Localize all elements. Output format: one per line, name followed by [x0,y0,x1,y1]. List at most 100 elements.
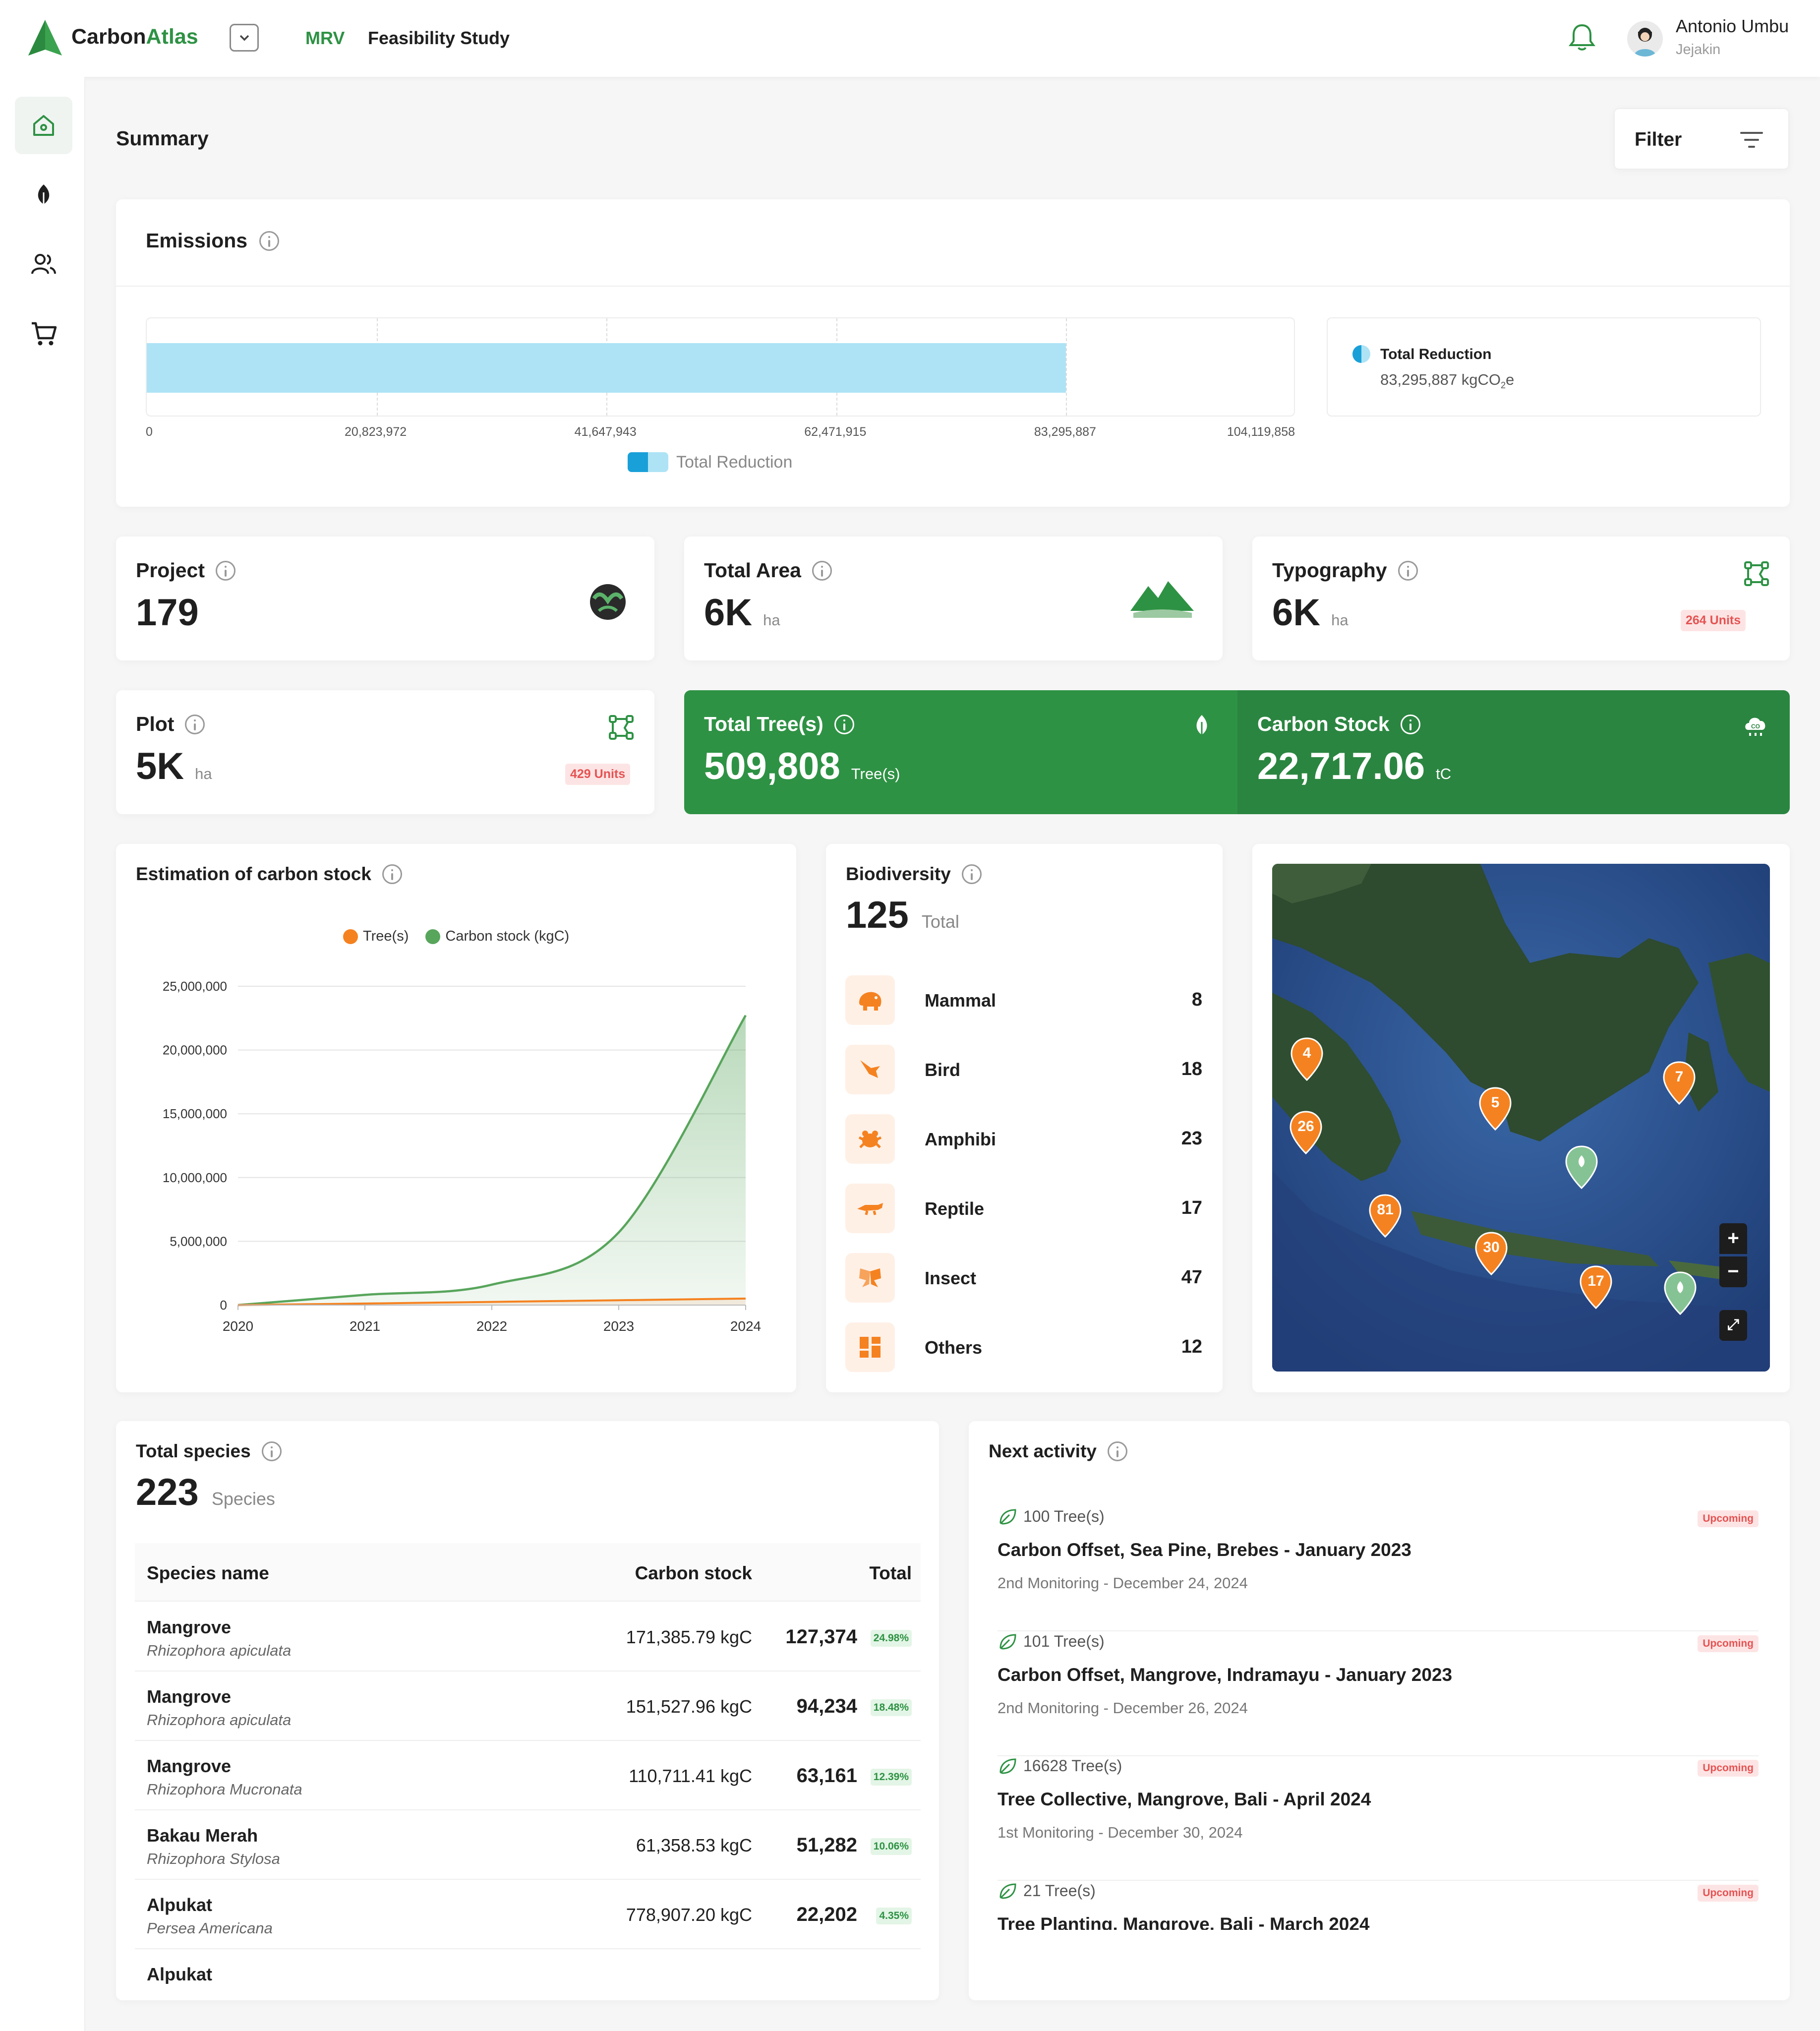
table-row[interactable]: Alpukat [135,1949,921,1984]
info-icon[interactable] [261,1441,282,1461]
table-row[interactable]: Mangrove Rhizophora apiculata 171,385.79… [135,1602,921,1672]
sidebar-item-users[interactable] [15,236,72,293]
info-icon[interactable] [185,714,205,734]
info-icon[interactable] [382,864,402,884]
sidebar-item-trees[interactable] [15,166,72,224]
biodiversity-item-others[interactable]: Others 12 [845,1322,1202,1372]
map-pin-tree[interactable] [1662,1270,1699,1316]
species-percent-badge: 18.48% [870,1699,912,1716]
bell-icon[interactable] [1568,22,1596,52]
activity-item[interactable]: 21 Tree(s) Upcoming Tree Planting, Mangr… [998,1882,1759,1930]
biodiversity-item-bird[interactable]: Bird 18 [845,1045,1202,1094]
map-pin-tree[interactable] [1563,1144,1600,1190]
activity-subtitle: 1st Monitoring - December 30, 2024 [998,1824,1243,1841]
legend-swatch [628,452,668,472]
users-icon [31,254,56,274]
biodiversity-item-mammal[interactable]: Mammal 8 [845,975,1202,1025]
fullscreen-button[interactable]: ⤢ [1719,1310,1747,1341]
activity-trees-text: 100 Tree(s) [1023,1507,1105,1525]
carbon-cloud-icon: CO [1745,717,1765,736]
carbon-stock-label: Carbon Stock [1257,713,1390,735]
project-card[interactable]: Project 179 [116,537,654,660]
emissions-header: Emissions [146,229,280,252]
typography-card[interactable]: Typography 6K ha 264 Units [1252,537,1790,660]
user-name[interactable]: Antonio Umbu [1676,16,1789,36]
carbon-stock-card[interactable]: Carbon Stock 22,717.06 tC CO [1237,690,1790,814]
map-pin[interactable]: 30 [1473,1231,1510,1276]
table-row[interactable]: Mangrove Rhizophora Mucronata 110,711.41… [135,1741,921,1810]
filter-button[interactable]: Filter [1614,108,1789,170]
pin-count: 17 [1587,1273,1604,1289]
col-carbon-stock[interactable]: Carbon stock [635,1563,752,1583]
units-badge: 264 Units [1681,610,1746,631]
info-icon[interactable] [259,231,280,251]
activity-name: Tree Collective, Mangrove, Bali - April … [998,1789,1371,1809]
satellite-map[interactable]: 4 26 5 7 81 30 17 + − ⤢ [1272,864,1770,1372]
status-badge: Upcoming [1698,1510,1759,1527]
carbon-stock-value: 22,717.06 [1257,745,1425,787]
col-species-name[interactable]: Species name [147,1563,269,1583]
trees-line [237,1297,746,1306]
map-pin[interactable]: 4 [1289,1036,1325,1082]
plot-card[interactable]: Plot 5K ha 429 Units [116,690,654,814]
activity-item[interactable]: 100 Tree(s) Upcoming Carbon Offset, Sea … [998,1507,1759,1631]
info-icon[interactable] [812,560,832,581]
biodiversity-item-amphibi[interactable]: Amphibi 23 [845,1114,1202,1164]
brand-name[interactable]: CarbonAtlas [71,25,198,49]
carbon-stock-header: Carbon Stock [1257,713,1420,736]
map-pin[interactable]: 17 [1578,1264,1614,1310]
avatar[interactable] [1627,21,1663,57]
zoom-in-button[interactable]: + [1719,1223,1747,1254]
home-icon [33,115,54,136]
x-tick-label: 41,647,943 [574,425,637,439]
info-icon[interactable] [834,714,854,734]
green-leaf-pin-icon [1565,1145,1598,1190]
map-pin[interactable]: 5 [1477,1086,1514,1132]
map-pin[interactable]: 26 [1288,1110,1324,1155]
nav-mrv[interactable]: MRV [305,28,345,48]
sidebar-item-marketplace[interactable] [15,305,72,362]
species-table-header: Species name Carbon stock Total [135,1543,921,1602]
info-icon[interactable] [216,560,235,581]
next-activity-card: Next activity [969,1421,1790,2000]
sidebar-item-dashboard[interactable] [15,97,72,154]
project-dropdown-button[interactable] [230,24,259,52]
forest-icon [1130,581,1194,618]
table-row[interactable]: Mangrove Rhizophora apiculata 151,527.96… [135,1672,921,1741]
biodiversity-item-insect[interactable]: Insect 47 [845,1253,1202,1303]
total-area-card[interactable]: Total Area 6K ha [684,537,1223,660]
zoom-out-button[interactable]: − [1719,1256,1747,1287]
carbon-stock-value-row: 22,717.06 tC [1257,745,1451,788]
info-icon[interactable] [1398,560,1418,581]
summary-number: 83,295,887 kgCO [1380,371,1501,388]
biodiversity-item-reptile[interactable]: Reptile 17 [845,1184,1202,1233]
y-tick-label: 15,000,000 [163,1106,227,1121]
nav-feasibility-study[interactable]: Feasibility Study [368,28,510,48]
table-row[interactable]: Bakau Merah Rhizophora Stylosa 61,358.53… [135,1810,921,1880]
activity-item[interactable]: 16628 Tree(s) Upcoming Tree Collective, … [998,1757,1759,1881]
total-trees-header: Total Tree(s) [704,713,854,736]
map-pin[interactable]: 7 [1661,1060,1698,1106]
emissions-bar-total-reduction[interactable] [147,343,1066,393]
summary-label: Total Reduction [1380,346,1492,362]
brand-atlas: Atlas [146,25,198,49]
typography-unit: ha [1331,611,1349,629]
leaf-outline-icon [999,1758,1016,1774]
map-pin[interactable]: 81 [1367,1193,1404,1239]
total-trees-card[interactable]: Total Tree(s) 509,808 Tree(s) [684,690,1237,814]
info-icon[interactable] [1400,714,1420,734]
species-percent-badge: 12.39% [870,1769,912,1786]
info-icon[interactable] [1108,1441,1127,1461]
total-trees-unit: Tree(s) [851,765,900,782]
table-row[interactable]: Alpukat Persea Americana 778,907.20 kgC … [135,1880,921,1949]
brand-carbon: Carbon [71,25,146,49]
units-badge: 429 Units [565,764,631,785]
col-total[interactable]: Total [869,1563,912,1583]
total-area-unit: ha [763,611,780,629]
activity-item[interactable]: 101 Tree(s) Upcoming Carbon Offset, Mang… [998,1632,1759,1756]
info-icon[interactable] [961,864,982,884]
plot-unit: ha [195,765,212,782]
plot-value-row: 5K ha [136,745,212,788]
leaf-outline-icon [999,1633,1016,1650]
y-tick-label: 5,000,000 [170,1234,227,1249]
